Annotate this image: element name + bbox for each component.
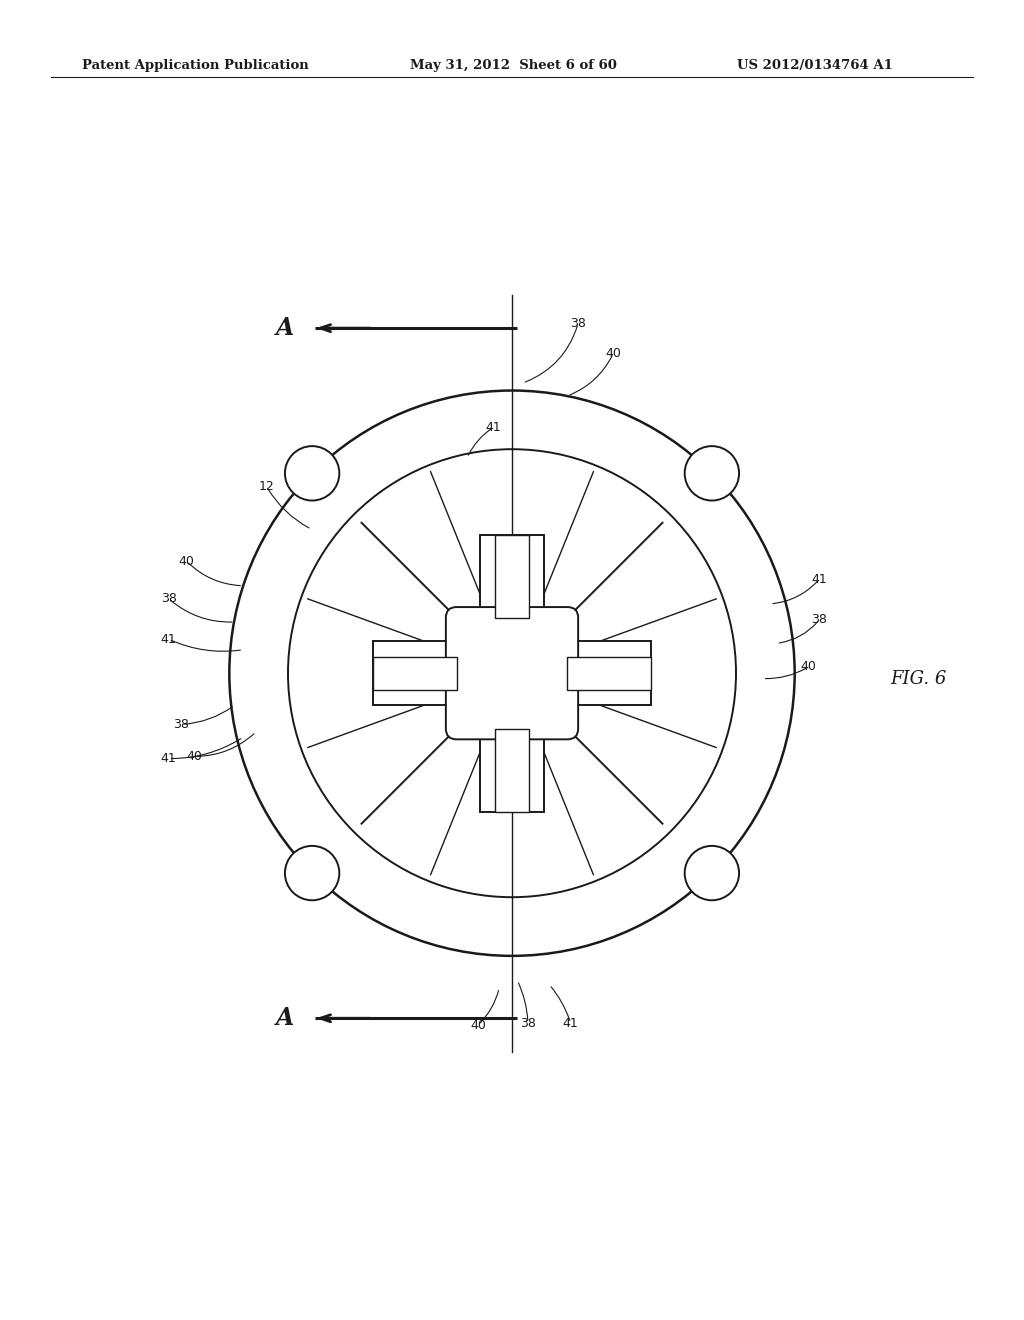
Text: May 31, 2012  Sheet 6 of 60: May 31, 2012 Sheet 6 of 60 <box>410 59 616 73</box>
Text: 41: 41 <box>161 632 176 645</box>
Text: 12: 12 <box>259 480 274 494</box>
Bar <box>567 656 650 690</box>
Text: 40: 40 <box>605 347 622 360</box>
Text: A: A <box>275 1006 294 1031</box>
Text: 41: 41 <box>485 421 501 434</box>
Text: 40: 40 <box>179 554 195 568</box>
Bar <box>480 535 544 618</box>
FancyBboxPatch shape <box>445 607 579 739</box>
Text: Patent Application Publication: Patent Application Publication <box>82 59 308 73</box>
Text: 38: 38 <box>161 593 176 605</box>
Text: 38: 38 <box>570 317 586 330</box>
Text: 41: 41 <box>563 1016 579 1030</box>
Bar <box>480 729 544 812</box>
Circle shape <box>685 846 739 900</box>
Circle shape <box>285 446 339 500</box>
Circle shape <box>285 846 339 900</box>
Text: 40: 40 <box>186 750 202 763</box>
Bar <box>374 642 457 705</box>
Bar <box>374 656 457 690</box>
Bar <box>496 535 528 618</box>
Text: 40: 40 <box>470 1019 485 1032</box>
Text: 41: 41 <box>161 752 176 766</box>
Bar <box>496 729 528 812</box>
Text: 38: 38 <box>811 614 827 627</box>
Text: OPEN: OPEN <box>530 667 568 680</box>
Bar <box>567 642 650 705</box>
Text: A: A <box>275 315 294 341</box>
Text: FIG. 6: FIG. 6 <box>891 669 947 688</box>
Text: 40: 40 <box>801 660 816 673</box>
Text: US 2012/0134764 A1: US 2012/0134764 A1 <box>737 59 893 73</box>
Text: 41: 41 <box>811 573 827 586</box>
Text: 38: 38 <box>173 718 189 731</box>
Text: 38: 38 <box>520 1016 536 1030</box>
Circle shape <box>685 446 739 500</box>
